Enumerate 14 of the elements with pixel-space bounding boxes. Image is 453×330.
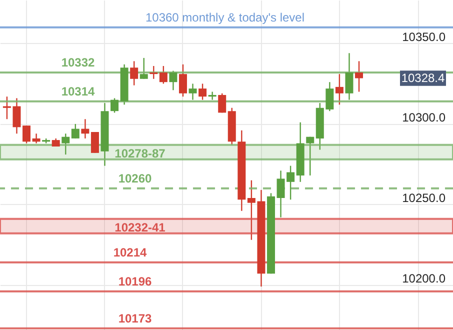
band-label: 10278-87 [114, 146, 166, 160]
y-tick-label: 10200.0 [402, 271, 446, 286]
y-tick-label: 10300.0 [402, 110, 446, 124]
ref-line-label: 10173 [118, 311, 152, 326]
ref-line-label: 10196 [118, 274, 152, 288]
ref-line-label: 10360 monthly & today's level [145, 10, 305, 24]
y-tick-label: 10250.0 [402, 190, 446, 205]
ref-line-label: 10214 [113, 245, 148, 260]
ref-line-label: 10332 [61, 55, 96, 70]
text: 10328.4 [401, 71, 446, 86]
y-tick-label: 10350.0 [402, 30, 446, 44]
ref-line-label: 10314 [61, 84, 96, 98]
band-label: 10232-41 [114, 220, 166, 234]
ref-line-label: 10260 [118, 171, 152, 186]
